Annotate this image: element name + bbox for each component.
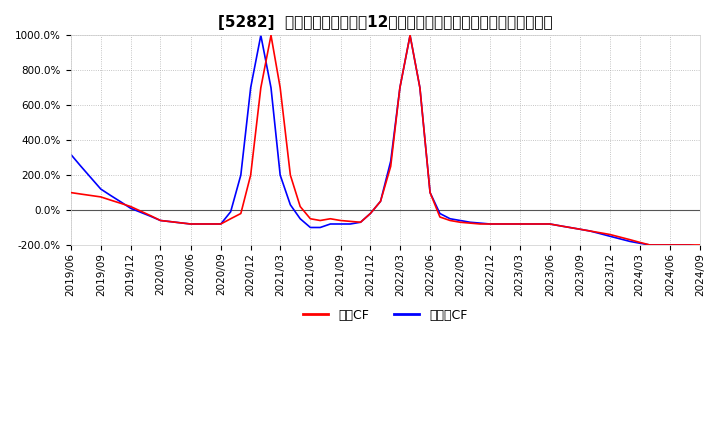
Line: フリーCF: フリーCF <box>71 35 700 247</box>
Legend: 営業CF, フリーCF: 営業CF, フリーCF <box>298 304 472 327</box>
Line: 営業CF: 営業CF <box>71 35 700 245</box>
Title: [5282]  キャッシュフローの12か月移動合計の対前年同期増減率の推移: [5282] キャッシュフローの12か月移動合計の対前年同期増減率の推移 <box>218 15 553 30</box>
